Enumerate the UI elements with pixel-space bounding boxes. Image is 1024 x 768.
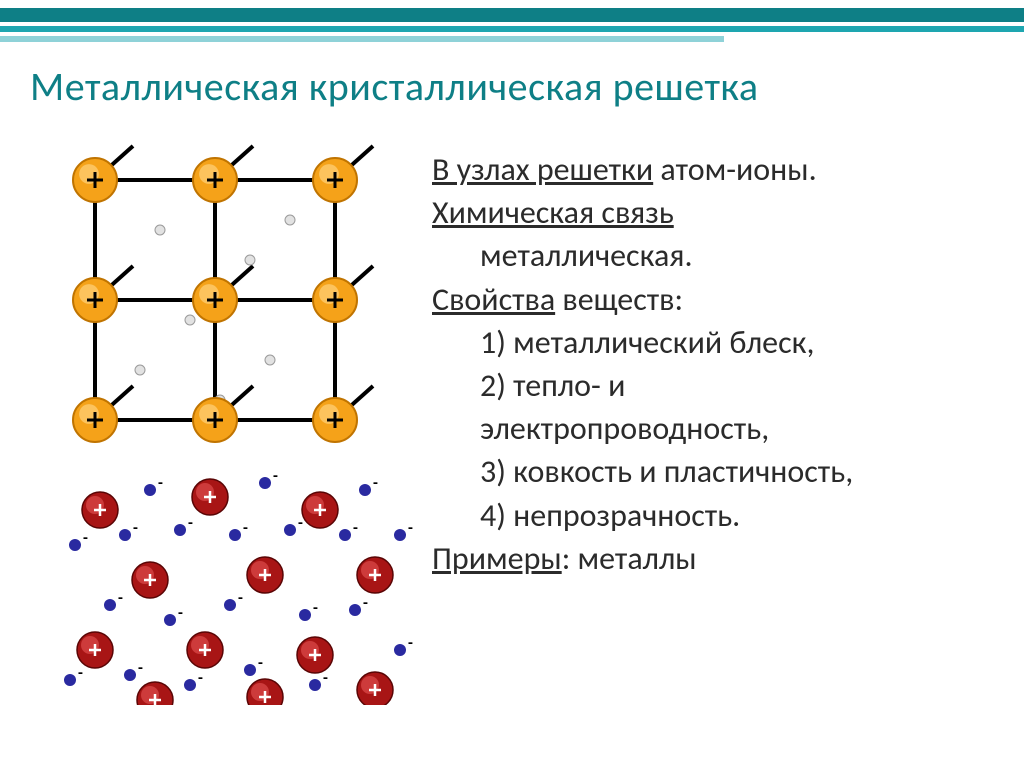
svg-text:-: - [78,664,83,683]
svg-text:-: - [313,599,318,618]
decor-stripe-1 [0,8,1024,22]
ion-cloud-diagram: - - - - - - - - - - - - - - - - - - - - - [55,475,415,705]
text-run: 3) ковкость и пластичность, [480,452,853,491]
svg-text:-: - [243,519,248,538]
svg-text:-: - [133,519,138,538]
svg-text:-: - [138,659,143,678]
svg-text:-: - [273,475,278,486]
body-text: В узлах решетки атом-ионы.Химическая свя… [432,148,853,580]
svg-text:-: - [118,589,123,608]
svg-text:-: - [373,475,378,493]
body-line: 1) металлический блеск, [480,321,853,364]
svg-text:-: - [408,519,413,538]
lattice-diagram [40,130,415,450]
svg-text:-: - [198,669,203,688]
text-run: В узлах решетки [432,150,653,189]
body-line: электропроводность, [480,407,853,450]
decor-stripe-2 [0,26,1024,32]
body-line: В узлах решетки атом-ионы. [432,148,853,191]
text-run: Примеры [432,539,562,578]
svg-text:-: - [408,634,413,653]
body-line: 2) тепло- и [480,364,853,407]
svg-text:-: - [238,589,243,608]
slide-title: Металлическая кристаллическая решетка [30,62,759,111]
svg-text:-: - [353,519,358,538]
decor-stripe-3 [0,36,724,42]
text-run: 4) непрозрачность. [480,496,740,535]
text-run: 2) тепло- и [480,366,625,405]
body-line: 3) ковкость и пластичность, [480,450,853,493]
text-run: Химическая связь [432,193,674,232]
body-line: Химическая связь [432,191,853,234]
svg-text:-: - [363,594,368,613]
text-run: электропроводность, [480,409,769,448]
body-line: Примеры: металлы [432,537,853,580]
body-line: Свойства веществ: [432,278,853,321]
body-line: металлическая. [480,234,853,277]
svg-text:-: - [298,514,303,533]
svg-text:-: - [323,669,328,688]
text-run: : металлы [562,539,697,578]
svg-text:-: - [258,654,263,673]
body-line: 4) непрозрачность. [480,494,853,537]
text-run: атом-ионы. [653,150,816,189]
text-run: Свойства [432,280,555,319]
svg-text:-: - [158,475,163,493]
text-run: веществ: [555,280,683,319]
svg-text:-: - [178,604,183,623]
svg-text:-: - [83,529,88,548]
text-run: металлическая. [480,236,693,275]
text-run: 1) металлический блеск, [480,323,814,362]
svg-text:-: - [188,514,193,533]
